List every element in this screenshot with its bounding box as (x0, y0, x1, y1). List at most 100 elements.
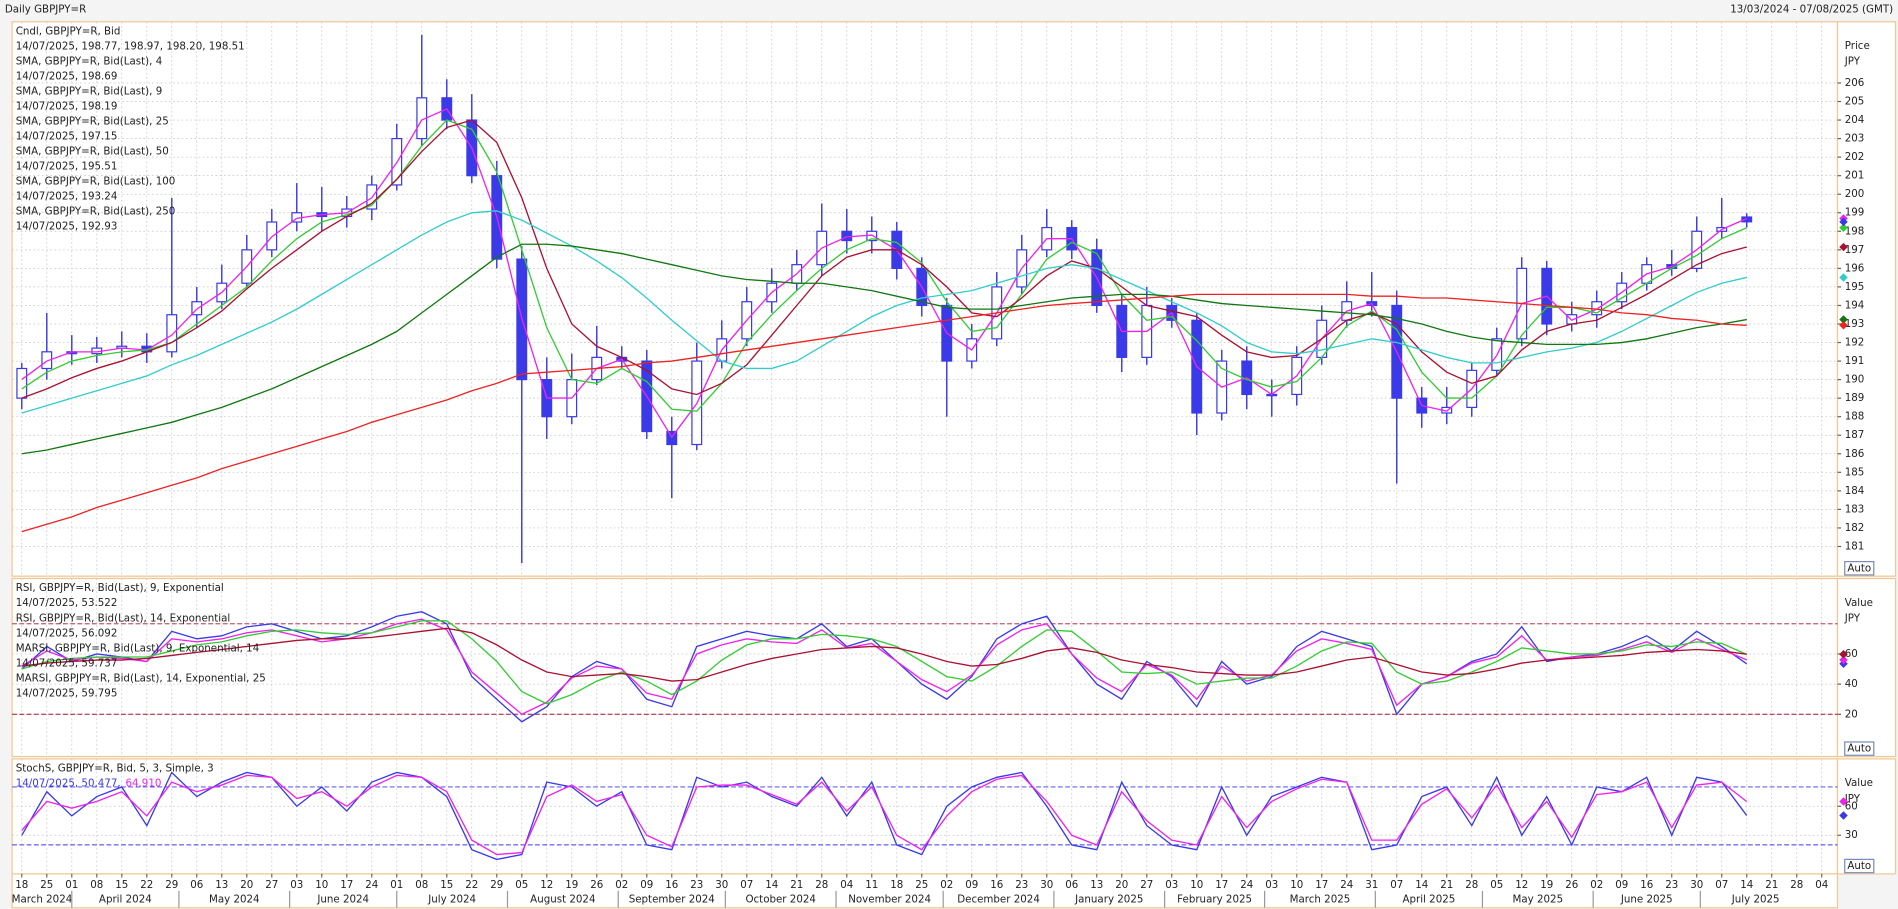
candle-body (166, 314, 178, 353)
x-tick-label: 23 (690, 879, 703, 891)
legend-text: 14/07/2025, 59.737 (16, 657, 118, 669)
axis-label: Value (1845, 777, 1873, 789)
auto-label[interactable]: Auto (1847, 743, 1871, 755)
auto-box[interactable] (1844, 858, 1875, 874)
auto-box[interactable] (1844, 561, 1875, 576)
panel-frame (11, 758, 1839, 875)
y-tick-label: 192 (1845, 337, 1865, 349)
series-line (21, 119, 1747, 412)
month-label: July 2024 (427, 893, 476, 905)
series-line (21, 210, 1747, 414)
legend-value: 14/07/2025, 50.477, (16, 778, 121, 790)
x-tick-label: 28 (815, 879, 828, 891)
y-tick-label: 60 (1845, 648, 1858, 660)
last-value-marker (1839, 655, 1848, 665)
x-tick-label: 27 (265, 879, 278, 891)
axis-label: JPY (1844, 56, 1861, 68)
month-label: June 2024 (316, 893, 369, 905)
legend-value: 64.910 (125, 778, 161, 790)
x-tick-label: 21 (1765, 879, 1778, 891)
legend-text: 14/07/2025, 56.092 (16, 627, 118, 639)
legend-text: 14/07/2025, 193.24 (16, 191, 118, 203)
x-tick-label: 01 (65, 879, 78, 891)
auto-label[interactable]: Auto (1847, 562, 1871, 574)
auto-box[interactable] (1844, 741, 1875, 756)
x-tick-label: 15 (115, 879, 128, 891)
x-tick-label: 03 (290, 879, 303, 891)
legend-text: RSI, GBPJPY=R, Bid(Last), 9, Exponential (16, 582, 224, 594)
legend-text: 14/07/2025, 50.477, 64.910 (16, 778, 162, 790)
x-tick-label: 08 (90, 879, 103, 891)
x-tick-label: 17 (340, 879, 353, 891)
last-value-marker (1839, 217, 1848, 227)
axis-area (1836, 577, 1897, 758)
x-tick-label: 04 (1815, 879, 1828, 891)
x-tick-label: 24 (1240, 879, 1253, 891)
month-label: May 2025 (1513, 893, 1564, 905)
x-tick-label: 16 (1640, 879, 1653, 891)
x-tick-label: 03 (1265, 879, 1278, 891)
axis-label: Price (1845, 40, 1870, 52)
y-tick-label: 194 (1845, 299, 1865, 311)
x-tick-label: 14 (1415, 879, 1428, 891)
month-label: January 2025 (1074, 893, 1143, 905)
series-line (21, 611, 1748, 723)
y-tick-label: 185 (1845, 466, 1865, 478)
x-tick-label: 01 (390, 879, 403, 891)
legend-text: 14/07/2025, 195.51 (16, 161, 118, 173)
y-tick-label: 187 (1845, 429, 1865, 441)
axis-area (1836, 21, 1897, 577)
month-label: September 2024 (629, 893, 715, 905)
x-tick-label: 16 (990, 879, 1003, 891)
candle-body (266, 221, 278, 251)
x-axis-area (11, 873, 1839, 909)
month-label: July 2025 (1731, 893, 1780, 905)
legend-text: SMA, GBPJPY=R, Bid(Last), 50 (16, 146, 169, 158)
x-tick-label: 29 (490, 879, 503, 891)
x-tick-label: 31 (1365, 879, 1378, 891)
x-tick-label: 10 (315, 879, 328, 891)
x-tick-label: 27 (1140, 879, 1153, 891)
x-tick-label: 26 (590, 879, 603, 891)
month-label: April 2025 (1402, 893, 1455, 905)
y-tick-label: 206 (1845, 77, 1865, 89)
y-tick-label: 183 (1845, 503, 1865, 515)
series-line (21, 243, 1747, 455)
x-tick-label: 09 (640, 879, 653, 891)
y-tick-label: 181 (1845, 540, 1865, 552)
last-value-marker (1839, 650, 1848, 659)
x-tick-label: 24 (365, 879, 378, 891)
x-tick-label: 13 (215, 879, 228, 891)
x-tick-label: 06 (1065, 879, 1078, 891)
x-tick-label: 02 (1590, 879, 1603, 891)
x-tick-label: 23 (1665, 879, 1678, 891)
legend-text: 14/07/2025, 198.19 (16, 101, 118, 113)
legend-text: 14/07/2025, 198.77, 198.97, 198.20, 198.… (16, 40, 245, 52)
x-tick-label: 23 (1015, 879, 1028, 891)
y-tick-label: 203 (1845, 133, 1865, 145)
auto-button[interactable]: Auto (1844, 858, 1875, 874)
last-value-marker (1839, 273, 1848, 282)
series-line (21, 119, 1747, 399)
legend-text: SMA, GBPJPY=R, Bid(Last), 250 (16, 206, 176, 218)
auto-button[interactable]: Auto (1844, 741, 1875, 756)
last-value-marker (1839, 223, 1848, 233)
x-tick-label: 26 (1565, 879, 1578, 891)
y-tick-label: 186 (1845, 448, 1865, 460)
x-tick-label: 30 (1040, 879, 1053, 891)
y-tick-label: 30 (1845, 829, 1858, 841)
auto-button[interactable]: Auto (1844, 561, 1875, 576)
y-tick-label: 205 (1845, 96, 1865, 108)
series-line (21, 293, 1747, 533)
candle-body (41, 351, 53, 370)
y-tick-label: 60 (1845, 800, 1858, 812)
legend-text: StochS, GBPJPY=R, Bid, 5, 3, Simple, 3 (16, 763, 214, 775)
y-tick-label: 184 (1845, 485, 1865, 497)
legend-text: SMA, GBPJPY=R, Bid(Last), 25 (16, 116, 169, 128)
x-tick-label: 30 (715, 879, 728, 891)
candle-body (841, 230, 853, 242)
x-tick-label: 25 (40, 879, 53, 891)
auto-label[interactable]: Auto (1847, 860, 1871, 872)
x-tick-label: 14 (1740, 879, 1753, 891)
